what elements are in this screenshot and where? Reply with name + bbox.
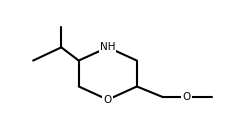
Text: NH: NH bbox=[100, 42, 116, 52]
Text: O: O bbox=[104, 95, 112, 105]
Text: O: O bbox=[182, 92, 190, 102]
